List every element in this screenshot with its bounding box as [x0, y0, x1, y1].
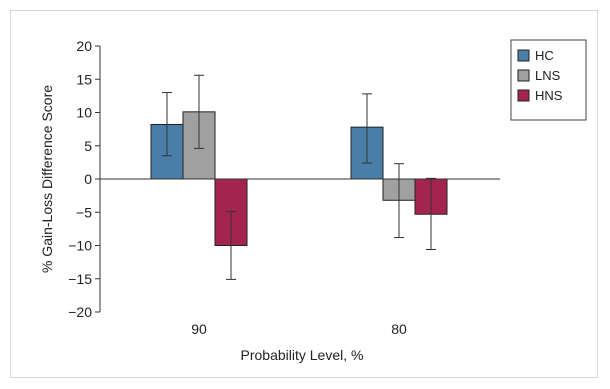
legend-label-hc: HC: [535, 48, 554, 63]
legend-label-lns: LNS: [535, 68, 561, 83]
legend-swatch-hns: [517, 89, 530, 102]
legend: HC LNS HNS: [510, 39, 587, 121]
x-tick-label: 90: [191, 321, 207, 337]
y-tick-label: −10: [68, 238, 92, 254]
x-axis-title: Probability Level, %: [241, 347, 364, 363]
y-tick-label: 20: [76, 38, 92, 54]
legend-swatch-hc: [517, 49, 530, 62]
y-tick-label: 0: [84, 171, 92, 187]
y-tick-label: 15: [76, 71, 92, 87]
y-axis: 20 15 10 5 0 −5 −10 −15 −20: [68, 38, 101, 320]
y-tick-label: −20: [68, 304, 92, 320]
y-axis-title: % Gain-Loss Difference Score: [39, 85, 55, 273]
y-tick-label: 5: [84, 138, 92, 154]
legend-label-hns: HNS: [535, 88, 563, 103]
chart-frame: [10, 10, 598, 378]
y-tick-label: 10: [76, 105, 92, 121]
x-tick-label: 80: [391, 321, 407, 337]
error-bars-layer: [162, 74, 436, 280]
x-axis: 90 80: [100, 178, 500, 337]
y-tick-label: −5: [76, 204, 92, 220]
legend-swatch-lns: [517, 69, 530, 82]
y-tick-label: −15: [68, 271, 92, 287]
